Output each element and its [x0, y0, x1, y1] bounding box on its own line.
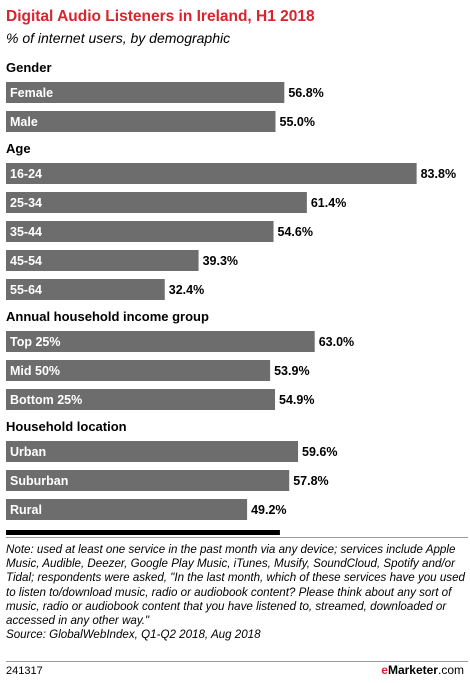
bar-label-rural: Rural — [10, 503, 42, 517]
bar-45-54 — [6, 250, 199, 271]
note-divider — [6, 537, 468, 538]
bar-top-25 — [6, 331, 315, 352]
note-text: Note: used at least one service in the p… — [6, 543, 465, 628]
group-header-household-location: Household location — [6, 419, 127, 434]
bar-mid-50 — [6, 360, 271, 381]
bar-16-24 — [6, 163, 417, 184]
bar-35-44 — [6, 221, 274, 242]
bar-25-34 — [6, 192, 307, 213]
footer-divider — [6, 661, 468, 662]
bar-total — [6, 530, 280, 535]
value-label-top-25: 63.0% — [319, 335, 354, 349]
value-label-suburban: 57.8% — [293, 474, 328, 488]
group-header-gender: Gender — [6, 60, 52, 75]
group-header-age: Age — [6, 141, 31, 156]
bar-female — [6, 82, 285, 103]
bar-label-bottom-25: Bottom 25% — [10, 393, 82, 407]
value-label-total: 55.9% — [284, 534, 319, 535]
value-label-male: 55.0% — [280, 115, 315, 129]
bar-label-mid-50: Mid 50% — [10, 364, 60, 378]
value-label-bottom-25: 54.9% — [279, 393, 314, 407]
group-header-annual-household-income-group: Annual household income group — [6, 309, 209, 324]
source-text: Source: GlobalWebIndex, Q1-Q2 2018, Aug … — [6, 628, 261, 642]
value-label-16-24: 83.8% — [421, 167, 456, 181]
chart-title: Digital Audio Listeners in Ireland, H1 2… — [6, 8, 315, 25]
bar-label-female: Female — [10, 86, 53, 100]
bar-rural — [6, 499, 248, 520]
chart-id: 241317 — [6, 665, 43, 677]
bar-label-25-34: 25-34 — [10, 196, 42, 210]
emarketer-logo: eMarketer.com — [381, 663, 464, 677]
bar-label-45-54: 45-54 — [10, 254, 42, 268]
bar-suburban — [6, 470, 290, 491]
bar-label-55-64: 55-64 — [10, 283, 42, 297]
bar-label-total: Total — [10, 534, 39, 535]
value-label-female: 56.8% — [288, 86, 323, 100]
bar-label-male: Male — [10, 115, 38, 129]
value-label-25-34: 61.4% — [311, 196, 346, 210]
value-label-mid-50: 53.9% — [274, 364, 309, 378]
bar-bottom-25 — [6, 389, 276, 410]
value-label-35-44: 54.6% — [278, 225, 313, 239]
bar-chart: Gender Female 56.8% Male 55.0% Age 16-24 83.8% 2… — [6, 60, 456, 535]
bar-label-top-25: Top 25% — [10, 335, 60, 349]
value-label-urban: 59.6% — [302, 445, 337, 459]
bar-label-urban: Urban — [10, 445, 46, 459]
bar-label-16-24: 16-24 — [10, 167, 42, 181]
bar-label-35-44: 35-44 — [10, 225, 42, 239]
value-label-55-64: 32.4% — [169, 283, 204, 297]
value-label-45-54: 39.3% — [203, 254, 238, 268]
bar-urban — [6, 441, 299, 462]
chart-notes: Note: used at least one service in the p… — [6, 543, 466, 642]
chart-subtitle: % of internet users, by demographic — [6, 30, 231, 46]
bar-label-suburban: Suburban — [10, 474, 68, 488]
value-label-rural: 49.2% — [251, 503, 286, 517]
bar-male — [6, 111, 276, 132]
bar-55-64 — [6, 279, 165, 300]
